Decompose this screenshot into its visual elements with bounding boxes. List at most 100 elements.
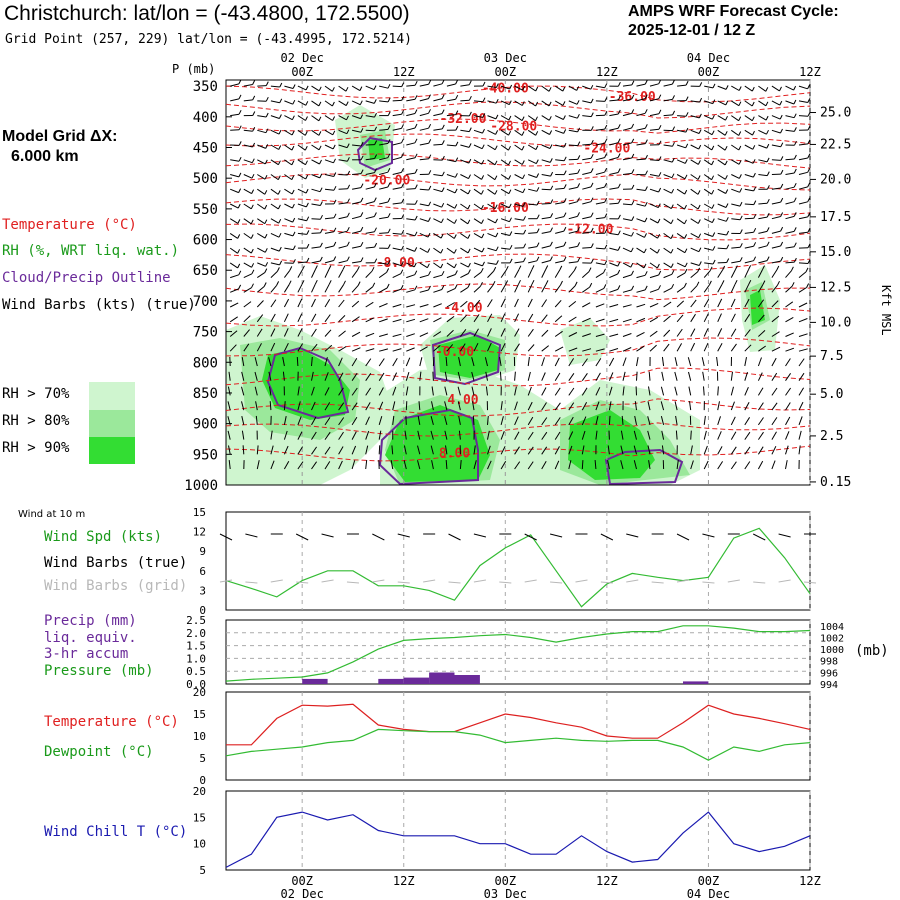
wind-barb-shaft	[324, 115, 333, 121]
wind-barb-flag	[523, 229, 527, 235]
wind-barb-flag	[319, 242, 323, 248]
wind-barb-flag	[305, 174, 309, 180]
wind-barb-flag	[522, 188, 526, 193]
wind-barb-shaft	[229, 247, 238, 254]
wind-barb-flag	[658, 94, 662, 99]
wind-barb-shaft	[379, 201, 389, 205]
wind-barb-flag	[252, 80, 256, 85]
precip-panel-tick-label: 1.5	[186, 640, 206, 653]
wind-barb-shaft	[433, 113, 443, 117]
wind10m-barb-grid	[219, 579, 233, 583]
wind-barb-flag	[738, 101, 742, 106]
wind10m-barb-true	[397, 533, 410, 538]
wind-barb-flag	[441, 270, 445, 276]
wind-barb-shaft	[297, 284, 303, 293]
wind-barb-shaft	[311, 144, 320, 151]
wind-barb-flag	[480, 190, 484, 195]
wind-barb-shaft	[649, 83, 659, 87]
wind-barb-flag	[277, 175, 281, 180]
wind-barb-shaft	[460, 314, 467, 323]
wind-barb-shaft	[771, 115, 781, 120]
wind-barb-shaft	[311, 269, 316, 278]
wind-barb-shaft	[270, 460, 275, 470]
wind-barb-shaft	[269, 401, 272, 411]
wind-barb-shaft	[528, 174, 537, 178]
wind-barb-flag	[535, 131, 539, 136]
wind-barb-flag	[360, 212, 364, 217]
wind-barb-shaft	[622, 318, 632, 323]
wind-barb-shaft	[636, 127, 646, 131]
wind-barb-shaft	[471, 357, 475, 367]
wind-barb-shaft	[365, 348, 375, 352]
wind-barb-flag	[279, 260, 283, 266]
wind-barb-shaft	[690, 285, 698, 293]
wind-barb-flag	[590, 112, 594, 117]
wind-barb-flag	[658, 124, 662, 130]
wind-barb-flag	[346, 226, 350, 232]
wind-barb-shaft	[744, 371, 748, 381]
wind-barb-shaft	[458, 357, 461, 367]
wind-barb-flag	[387, 83, 391, 89]
wind-barb-flag	[793, 113, 797, 118]
wind-barb-shaft	[717, 386, 719, 396]
wind-barb-flag	[670, 263, 674, 268]
wind-barb-shaft	[704, 247, 714, 251]
wind-barb-shaft	[757, 387, 764, 396]
wind-barb-flag	[292, 245, 296, 250]
wind-barb-flag	[644, 94, 648, 99]
top-hour-label: 00Z	[698, 65, 720, 79]
wind-barb-shaft	[311, 203, 321, 206]
wind-barb-shaft	[378, 271, 387, 279]
wind-barb-shaft	[568, 144, 578, 147]
wind-barb-flag	[683, 282, 687, 288]
wind-barb-shaft	[622, 232, 632, 237]
wind-barb-shaft	[731, 159, 740, 165]
wind-barb-flag	[387, 111, 391, 116]
wind-barb-shaft	[690, 100, 700, 103]
wind-barb-shaft	[528, 203, 538, 206]
wind-barb-shaft	[433, 188, 443, 193]
wind-barb-flag	[360, 183, 364, 188]
wind-barb-shaft	[487, 129, 496, 135]
wind-barb-flag	[265, 128, 269, 133]
wind-barb-flag	[738, 116, 742, 121]
wind-barb-shaft	[472, 415, 475, 425]
wind-barb-shaft	[527, 313, 534, 323]
wind-barb-shaft	[241, 371, 245, 381]
kft-tick-label: 25.0	[820, 106, 851, 121]
wind-barb-shaft	[338, 346, 347, 352]
wind-barb-shaft	[690, 174, 699, 180]
wind-barb-shaft	[622, 157, 632, 161]
wind-barb-shaft	[676, 159, 686, 164]
wind-barb-shaft	[365, 270, 373, 278]
wind-barb-flag	[414, 109, 418, 114]
temperature-contour	[225, 253, 811, 271]
wind-barb-flag	[492, 280, 496, 286]
wind-barb-shaft	[541, 129, 550, 135]
wind10m-barb-grid	[423, 579, 436, 583]
wind-barb-shaft	[257, 188, 266, 195]
wind-barb-flag	[360, 155, 364, 161]
rh-fill-region	[568, 410, 655, 480]
wind-barb-shaft	[338, 129, 348, 135]
wind-barb-shaft	[257, 232, 266, 239]
wind-barb-shaft	[243, 273, 253, 279]
wind-barb-flag	[738, 145, 742, 151]
wind-barb-flag	[590, 197, 594, 202]
wind-barb-shaft	[243, 343, 250, 352]
wind-barb-shaft	[243, 84, 253, 87]
bottom-date-label: 04 Dec	[687, 887, 730, 900]
wind-barb-shaft	[582, 317, 591, 323]
wind-barb-shaft	[798, 171, 808, 175]
wind-barb-shaft	[758, 115, 767, 121]
wind-barb-shaft	[351, 402, 358, 411]
wind-barb-shaft	[568, 431, 574, 440]
wind-barb-flag	[467, 248, 471, 254]
wind-barb-shaft	[581, 460, 584, 470]
wind10m-barb-true	[448, 533, 461, 541]
wind-barb-flag	[428, 94, 431, 99]
wind-barb-flag	[467, 262, 471, 268]
wind-barb-shaft	[256, 460, 260, 470]
wind10m-barb-true	[626, 533, 639, 538]
wind-barb-shaft	[661, 356, 665, 367]
